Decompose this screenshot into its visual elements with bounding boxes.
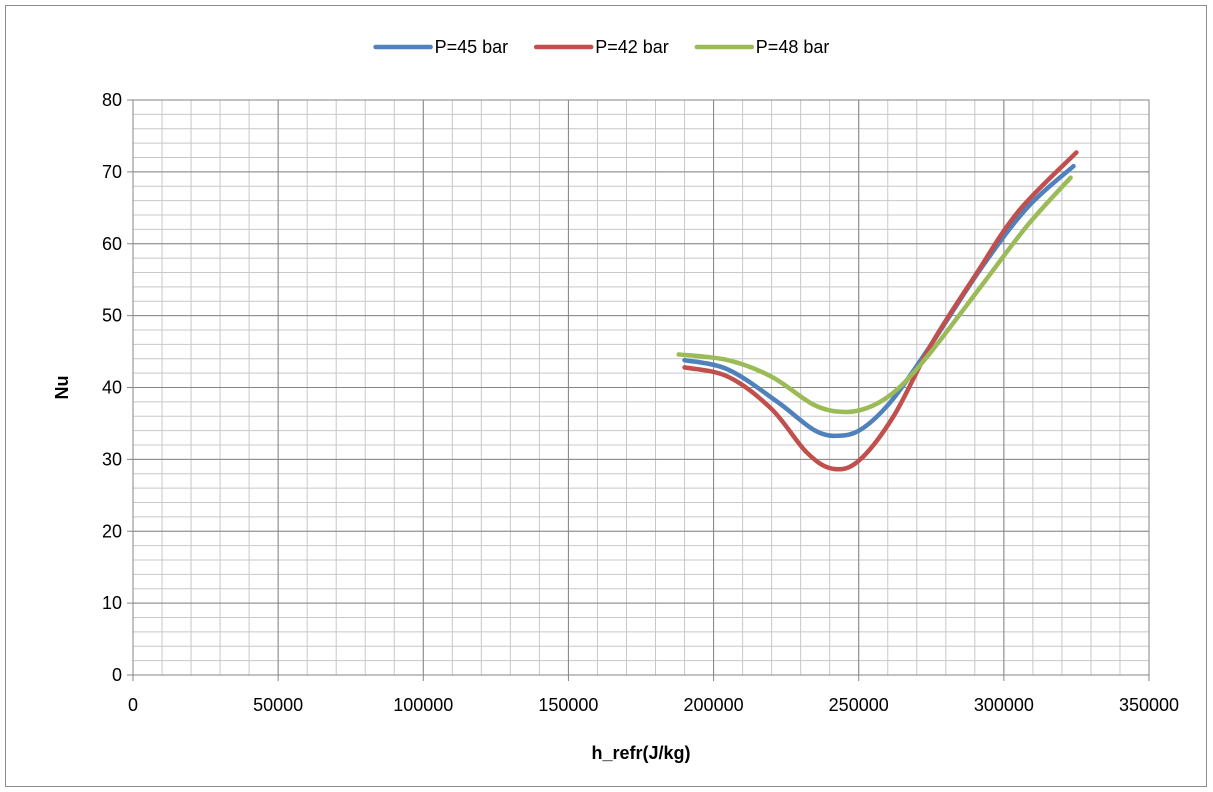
x-tick-label: 0 (128, 695, 138, 715)
x-axis-title: h_refr(J/kg) (591, 743, 690, 763)
y-tick-label: 20 (102, 521, 122, 541)
series-line-2 (682, 150, 1079, 472)
x-tick-label: 50000 (253, 695, 303, 715)
series-line-3 (676, 175, 1073, 415)
y-tick-label: 40 (102, 378, 122, 398)
series-lines (676, 150, 1079, 472)
chart-frame (5, 5, 1207, 787)
x-tick-label: 350000 (1119, 695, 1179, 715)
series-line-1 (682, 163, 1076, 439)
y-tick-label: 80 (102, 90, 122, 110)
y-tick-label: 0 (112, 665, 122, 685)
x-tick-label: 150000 (538, 695, 598, 715)
y-axis-ticks: 0 10 20 30 40 50 60 70 80 (102, 90, 133, 685)
y-tick-label: 10 (102, 593, 122, 613)
y-tick-label: 70 (102, 162, 122, 182)
legend-label-1: P=45 bar (435, 37, 509, 57)
y-tick-label: 60 (102, 234, 122, 254)
x-tick-label: 300000 (974, 695, 1034, 715)
x-tick-label: 100000 (393, 695, 453, 715)
x-tick-label: 250000 (829, 695, 889, 715)
legend-label-2: P=42 bar (595, 37, 669, 57)
legend: P=45 bar P=42 bar P=48 bar (373, 37, 830, 57)
x-tick-label: 200000 (684, 695, 744, 715)
y-axis-title: Nu (52, 376, 72, 400)
y-tick-label: 30 (102, 449, 122, 469)
legend-label-3: P=48 bar (756, 37, 830, 57)
y-tick-label: 50 (102, 306, 122, 326)
x-axis-ticks: 0 50000 100000 150000 200000 250000 300000 3500… (128, 675, 1179, 715)
